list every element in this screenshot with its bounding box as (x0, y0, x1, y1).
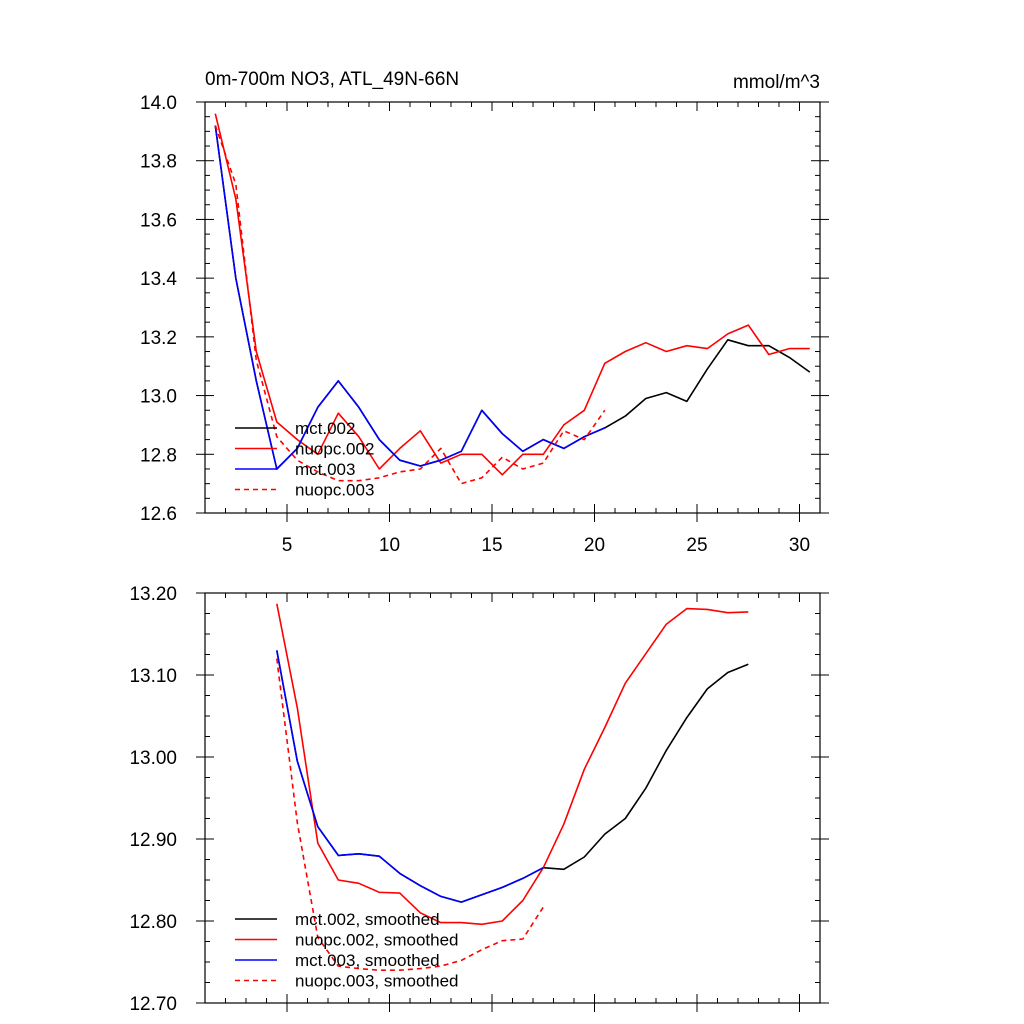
top-panel-units: mmol/m^3 (733, 72, 820, 93)
bottom-y-tick-label: 12.70 (129, 994, 177, 1015)
top-x-tick-label: 5 (282, 535, 293, 556)
top-y-tick-label: 13.6 (140, 210, 177, 231)
top-panel: 0m-700m NO3, ATL_49N-66N mmol/m^3 5 10 15 2… (140, 69, 829, 556)
top-y-tick-label: 13.2 (140, 328, 177, 349)
top-legend-label: mct.003 (295, 460, 355, 479)
top-series-line-nuopc-003 (214, 125, 606, 485)
top-series-line-nuopc-002 (214, 113, 810, 476)
bottom-plot-frame (204, 592, 821, 1004)
top-plot-frame (204, 101, 821, 514)
top-panel-title: 0m-700m NO3, ATL_49N-66N (205, 69, 459, 90)
bottom-legend-label: nuopc.002, smoothed (295, 931, 459, 950)
bottom-y-tick-label: 13.00 (129, 748, 177, 769)
top-x-tick-label: 25 (686, 535, 707, 556)
bottom-plot-area: 12.70 12.80 12.90 13.00 13.10 13.20 mct.002, s… (129, 584, 829, 1015)
top-x-tick-label: 30 (789, 535, 810, 556)
bottom-y-tick-label: 12.80 (129, 912, 177, 933)
bottom-legend-label: mct.003, smoothed (295, 951, 440, 970)
bottom-series-line-mct-003-smoothed (276, 650, 544, 903)
bottom-panel: 12.70 12.80 12.90 13.00 13.10 13.20 mct.002, s… (129, 584, 829, 1015)
top-plot-area: 5 10 15 20 25 30 12.6 12.8 13.0 13.2 13.4 13.6 13.8 1… (140, 93, 829, 556)
bottom-legend-label: nuopc.003, smoothed (295, 972, 459, 991)
bottom-series-line-nuopc-002-smoothed (276, 603, 749, 926)
bottom-legend-label: mct.002, smoothed (295, 910, 440, 929)
bottom-y-tick-label: 12.90 (129, 830, 177, 851)
top-y-tick-label: 12.8 (140, 445, 177, 466)
top-legend-label: nuopc.003 (295, 481, 374, 500)
bottom-series-line-mct-002-smoothed (276, 650, 749, 903)
top-y-tick-label: 13.0 (140, 387, 177, 408)
bottom-series-line-nuopc-003-smoothed (276, 658, 544, 972)
top-series-line-mct-003 (214, 125, 606, 470)
top-x-tick-label: 20 (584, 535, 605, 556)
top-series-line-mct-002 (214, 125, 811, 470)
top-x-tick-label: 15 (481, 535, 502, 556)
top-y-tick-label: 13.4 (140, 269, 177, 290)
bottom-y-tick-label: 13.10 (129, 666, 177, 687)
bottom-y-tick-label: 13.20 (129, 584, 177, 605)
top-y-tick-label: 14.0 (140, 93, 177, 114)
top-legend-label: mct.002 (295, 419, 355, 438)
top-y-tick-label: 13.8 (140, 152, 177, 173)
top-x-tick-label: 10 (379, 535, 400, 556)
top-legend-label: nuopc.002 (295, 440, 374, 459)
top-y-tick-label: 12.6 (140, 504, 177, 525)
